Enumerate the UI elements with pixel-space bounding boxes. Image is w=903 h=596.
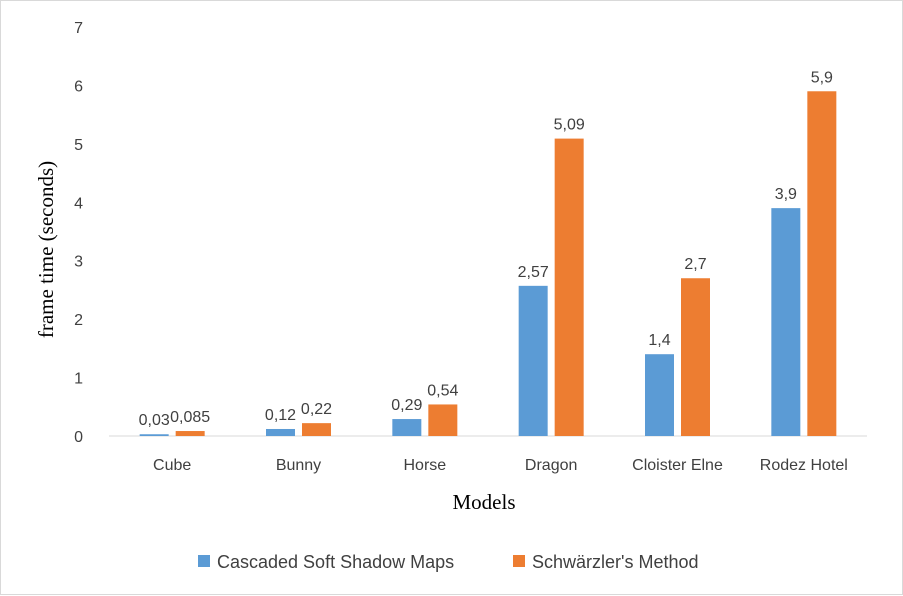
data-label-schwarzler: 0,54 [427,382,458,399]
bar-cascaded [645,354,674,436]
bar-schwarzler [175,431,205,436]
x-axis-title: Models [453,490,516,514]
x-axis-ticks: Cube Bunny Horse Dragon Cloister Elne Rodez H… [153,457,848,474]
bar-schwarzler [302,423,331,436]
legend-label-cascaded: Cascaded Soft Shadow Maps [217,552,454,572]
bar-schwarzler [554,138,584,436]
data-labels: 0,03 0,085 0,12 0,22 0,29 0,54 2,57 5,09 1,4 2,7 3… [139,69,833,429]
y-tick-label: 1 [74,371,83,388]
bar-cascaded [392,419,422,436]
data-label-cascaded: 0,12 [265,407,296,424]
data-label-schwarzler: 2,7 [684,256,706,273]
y-tick-label: 4 [74,195,83,212]
x-tick-label: Rodez Hotel [760,457,848,474]
data-label-cascaded: 1,4 [648,332,670,349]
bar-cascaded [266,428,295,436]
data-label-cascaded: 2,57 [518,264,549,281]
bar-cascaded [771,208,801,436]
y-tick-label: 5 [74,137,83,154]
bar-cascaded [139,434,169,436]
y-tick-label: 0 [74,429,83,446]
y-tick-label: 6 [74,78,83,95]
bar-schwarzler [428,404,458,436]
data-label-schwarzler: 5,9 [811,69,833,86]
y-axis-ticks: 0 1 2 3 4 5 6 7 [74,20,83,446]
legend-swatch-cascaded [198,555,210,567]
x-tick-label: Cloister Elne [632,457,723,474]
x-tick-label: Dragon [525,457,577,474]
bars [139,91,837,437]
y-tick-label: 2 [74,312,83,329]
x-tick-label: Bunny [276,457,321,474]
data-label-schwarzler: 0,085 [170,409,210,426]
data-label-cascaded: 3,9 [775,186,797,203]
x-tick-label: Horse [403,457,446,474]
legend-swatch-schwarzler [513,555,525,567]
data-label-schwarzler: 5,09 [554,117,585,134]
y-tick-label: 3 [74,254,83,271]
legend: Cascaded Soft Shadow Maps Schwärzler's Me… [198,552,699,572]
bar-cascaded [518,285,548,436]
data-label-cascaded: 0,03 [139,412,170,429]
x-tick-label: Cube [153,457,191,474]
data-label-cascaded: 0,29 [391,397,422,414]
y-axis-title: frame time (seconds) [34,161,58,338]
y-tick-label: 7 [74,20,83,37]
legend-label-schwarzler: Schwärzler's Method [532,552,699,572]
bar-schwarzler [681,278,710,436]
data-label-schwarzler: 0,22 [301,401,332,418]
bar-schwarzler [807,91,837,437]
